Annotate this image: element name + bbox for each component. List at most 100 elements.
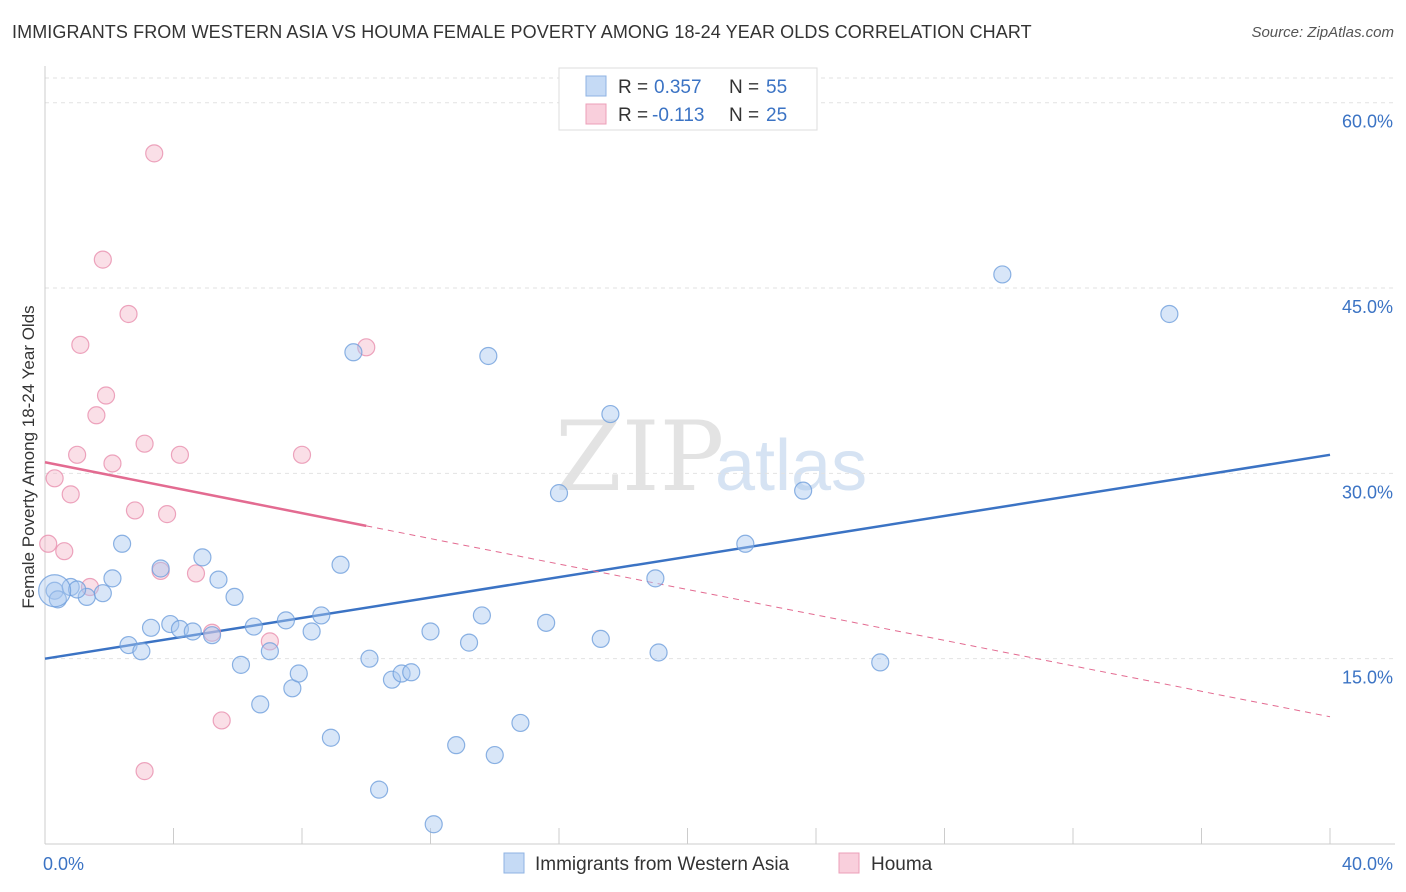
- western-asia-point-31: [382, 670, 402, 689]
- houma-point-0: [39, 534, 58, 553]
- watermark-zip: ZIP: [555, 401, 724, 513]
- western-asia-point-15: [209, 570, 228, 589]
- western-asia-point-44: [591, 629, 610, 649]
- watermark: ZIP atlas: [555, 401, 867, 513]
- series-label-pink: Houma: [871, 854, 933, 875]
- correlation-legend: R = 0.357 N = 55 R = -0.113 N = 25: [558, 67, 818, 131]
- houma-point-2: [55, 542, 74, 561]
- western-asia-point-37: [459, 633, 479, 652]
- data-points: [38, 144, 1179, 834]
- houma-point-22: [260, 632, 279, 651]
- western-asia-point-38: [472, 606, 491, 625]
- western-asia-point-34: [421, 622, 440, 641]
- series-swatch-pink: [838, 852, 860, 874]
- western-asia-point-36: [447, 736, 466, 755]
- western-asia-point-26: [321, 728, 341, 747]
- houma-point-12: [125, 501, 145, 520]
- series-legend: Immigrants from Western Asia Houma: [503, 852, 933, 875]
- trend-line-houma-solid: [44, 461, 367, 528]
- legend-n-value-2: 25: [766, 105, 787, 126]
- axes: [44, 66, 1395, 845]
- legend-r-value-1: 0.357: [654, 77, 702, 98]
- western-asia-point-46: [646, 569, 665, 588]
- watermark-atlas: atlas: [715, 426, 867, 506]
- houma-point-4: [68, 445, 87, 464]
- western-asia-point-43: [549, 484, 569, 503]
- western-asia-point-21: [276, 611, 296, 630]
- western-asia-point-18: [244, 617, 263, 636]
- houma-point-9: [96, 386, 116, 405]
- western-asia-point-24: [302, 622, 321, 641]
- houma-point-5: [71, 335, 90, 354]
- western-asia-point-39: [479, 346, 498, 366]
- western-asia-point-29: [360, 649, 379, 668]
- western-asia-point-52: [1160, 304, 1179, 324]
- y-tick-label-2: 45.0%: [1342, 297, 1393, 317]
- western-asia-point-12: [183, 622, 202, 641]
- western-asia-point-13: [193, 548, 212, 567]
- western-asia-point-33: [402, 663, 421, 682]
- western-asia-point-14: [202, 626, 222, 645]
- houma-point-15: [145, 144, 164, 163]
- houma-point-10: [103, 454, 122, 473]
- houma-point-7: [87, 406, 106, 425]
- western-asia-point-4: [103, 569, 122, 588]
- western-asia-point-23: [289, 664, 308, 683]
- x-tick-label-1: 40.0%: [1342, 854, 1393, 874]
- western-asia-point-49: [794, 481, 813, 500]
- houma-point-21: [212, 711, 231, 730]
- western-asia-point-3: [93, 584, 112, 603]
- western-asia-point-7: [132, 642, 151, 661]
- western-asia-point-8: [141, 618, 161, 637]
- y-axis-label: Female Poverty Among 18-24 Year Olds: [19, 305, 38, 608]
- legend-r-label-2: R =: [618, 105, 648, 126]
- legend-swatch-pink: [585, 103, 607, 125]
- legend-n-label-2: N =: [729, 105, 759, 126]
- trend-lines: [44, 453, 1331, 718]
- western-asia-point-20: [260, 642, 279, 661]
- western-asia-point-10: [161, 614, 180, 634]
- y-tick-label-0: 15.0%: [1342, 668, 1393, 688]
- western-asia-point-53: [48, 590, 67, 609]
- legend-swatch-blue: [585, 75, 607, 97]
- western-asia-point-40: [485, 745, 504, 765]
- western-asia-point-16: [225, 587, 244, 607]
- houma-point-23: [292, 445, 312, 464]
- western-asia-point-27: [331, 555, 350, 574]
- western-asia-point-35: [424, 815, 443, 834]
- x-tick-label-0: 0.0%: [43, 854, 84, 874]
- houma-point-11: [119, 304, 138, 324]
- houma-point-8: [93, 250, 112, 269]
- western-asia-point-41: [511, 713, 530, 733]
- western-asia-point-19: [251, 695, 270, 714]
- houma-point-19: [186, 564, 206, 583]
- western-asia-point-47: [649, 643, 668, 662]
- houma-point-17: [157, 505, 177, 524]
- houma-point-3: [61, 485, 80, 504]
- western-asia-point-9: [151, 559, 170, 578]
- series-swatch-blue: [503, 852, 525, 874]
- western-asia-point-50: [871, 653, 890, 672]
- legend-r-label-1: R =: [618, 77, 648, 98]
- houma-point-18: [170, 445, 190, 464]
- grid-lines: [45, 77, 1395, 660]
- series-label-blue: Immigrants from Western Asia: [535, 854, 790, 875]
- western-asia-point-17: [231, 655, 251, 674]
- western-asia-point-48: [736, 534, 755, 553]
- houma-point-13: [135, 434, 154, 453]
- houma-point-1: [45, 469, 64, 488]
- western-asia-point-30: [370, 780, 389, 799]
- y-tick-label-1: 30.0%: [1342, 482, 1393, 502]
- western-asia-point-cluster: [38, 574, 72, 608]
- western-asia-point-5: [112, 534, 132, 553]
- western-asia-point-54: [68, 580, 87, 599]
- western-asia-point-25: [312, 606, 331, 625]
- trend-line-western-asia: [44, 453, 1331, 660]
- chart-title: IMMIGRANTS FROM WESTERN ASIA VS HOUMA FE…: [12, 22, 1032, 42]
- western-asia-point-32: [392, 664, 411, 683]
- legend-n-label-1: N =: [729, 77, 759, 98]
- legend-n-value-1: 55: [766, 77, 787, 98]
- western-asia-point-51: [993, 265, 1012, 284]
- western-asia-point-28: [344, 343, 363, 362]
